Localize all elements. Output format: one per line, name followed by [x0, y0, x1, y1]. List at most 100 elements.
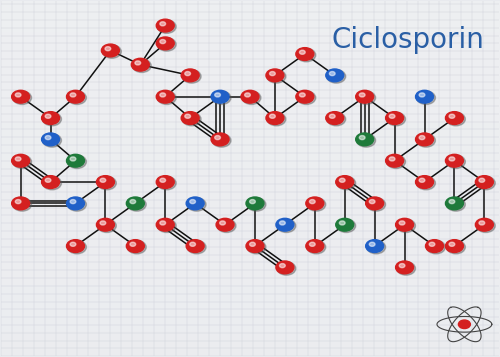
Circle shape [211, 90, 229, 103]
Circle shape [212, 134, 231, 147]
Circle shape [66, 154, 84, 167]
Circle shape [366, 240, 386, 254]
Circle shape [416, 176, 434, 188]
Circle shape [396, 262, 415, 275]
Circle shape [277, 262, 296, 275]
Circle shape [66, 197, 84, 210]
Circle shape [419, 93, 425, 97]
Circle shape [327, 70, 345, 83]
Circle shape [419, 136, 425, 140]
Circle shape [70, 157, 76, 161]
Circle shape [399, 263, 405, 268]
Circle shape [100, 178, 106, 182]
Circle shape [214, 93, 220, 97]
Circle shape [267, 112, 286, 126]
Circle shape [340, 221, 345, 225]
Circle shape [396, 219, 415, 232]
Circle shape [185, 114, 190, 118]
Circle shape [360, 93, 365, 97]
Circle shape [12, 90, 30, 103]
Circle shape [449, 157, 455, 161]
Circle shape [156, 37, 174, 50]
Circle shape [357, 91, 376, 105]
Circle shape [307, 198, 326, 211]
Text: Ciclosporin: Ciclosporin [332, 26, 484, 54]
Circle shape [66, 90, 84, 103]
Circle shape [214, 136, 220, 140]
Circle shape [476, 218, 494, 231]
Circle shape [105, 47, 110, 51]
Circle shape [128, 198, 146, 211]
Circle shape [337, 219, 355, 232]
Circle shape [370, 242, 375, 246]
Circle shape [449, 242, 455, 246]
Circle shape [16, 200, 21, 203]
Circle shape [307, 240, 326, 254]
Circle shape [42, 133, 60, 146]
Circle shape [446, 240, 466, 254]
Circle shape [242, 91, 261, 105]
Circle shape [280, 263, 285, 268]
Circle shape [12, 154, 30, 167]
Circle shape [217, 219, 236, 232]
Circle shape [386, 154, 404, 167]
Circle shape [45, 178, 51, 182]
Circle shape [187, 198, 206, 211]
Circle shape [190, 200, 196, 203]
Circle shape [306, 197, 324, 210]
Circle shape [416, 176, 436, 190]
Circle shape [246, 197, 264, 210]
Circle shape [42, 134, 62, 147]
Circle shape [476, 176, 494, 188]
Circle shape [426, 240, 444, 252]
Circle shape [68, 91, 86, 105]
Circle shape [187, 240, 206, 254]
Circle shape [297, 91, 316, 105]
Circle shape [416, 90, 434, 103]
Circle shape [212, 91, 231, 105]
Circle shape [98, 219, 116, 232]
Circle shape [182, 70, 201, 83]
Circle shape [68, 240, 86, 254]
Circle shape [336, 218, 353, 231]
Circle shape [156, 90, 174, 103]
Circle shape [366, 197, 384, 210]
Circle shape [310, 200, 315, 203]
Circle shape [476, 219, 496, 232]
Circle shape [132, 59, 151, 72]
Circle shape [449, 200, 455, 203]
Circle shape [45, 136, 51, 140]
Circle shape [156, 218, 174, 231]
Circle shape [386, 112, 404, 125]
Circle shape [130, 200, 136, 203]
Circle shape [158, 176, 176, 190]
Circle shape [336, 176, 353, 188]
Circle shape [128, 240, 146, 254]
Circle shape [389, 114, 395, 118]
Circle shape [186, 240, 204, 252]
Circle shape [16, 93, 21, 97]
Circle shape [330, 71, 335, 76]
Circle shape [158, 219, 176, 232]
Circle shape [267, 70, 286, 83]
Circle shape [158, 91, 176, 105]
Circle shape [160, 93, 166, 97]
Circle shape [266, 69, 284, 82]
Circle shape [156, 19, 174, 32]
Circle shape [126, 240, 144, 252]
Circle shape [337, 176, 355, 190]
Circle shape [479, 221, 484, 225]
Circle shape [12, 155, 32, 169]
Circle shape [357, 134, 376, 147]
Circle shape [135, 61, 140, 65]
Circle shape [12, 197, 30, 210]
Circle shape [396, 218, 413, 231]
Circle shape [416, 91, 436, 105]
Circle shape [70, 242, 76, 246]
Circle shape [130, 242, 136, 246]
Circle shape [458, 320, 470, 328]
Circle shape [132, 58, 150, 71]
Circle shape [160, 40, 166, 44]
Circle shape [211, 133, 229, 146]
Circle shape [340, 178, 345, 182]
